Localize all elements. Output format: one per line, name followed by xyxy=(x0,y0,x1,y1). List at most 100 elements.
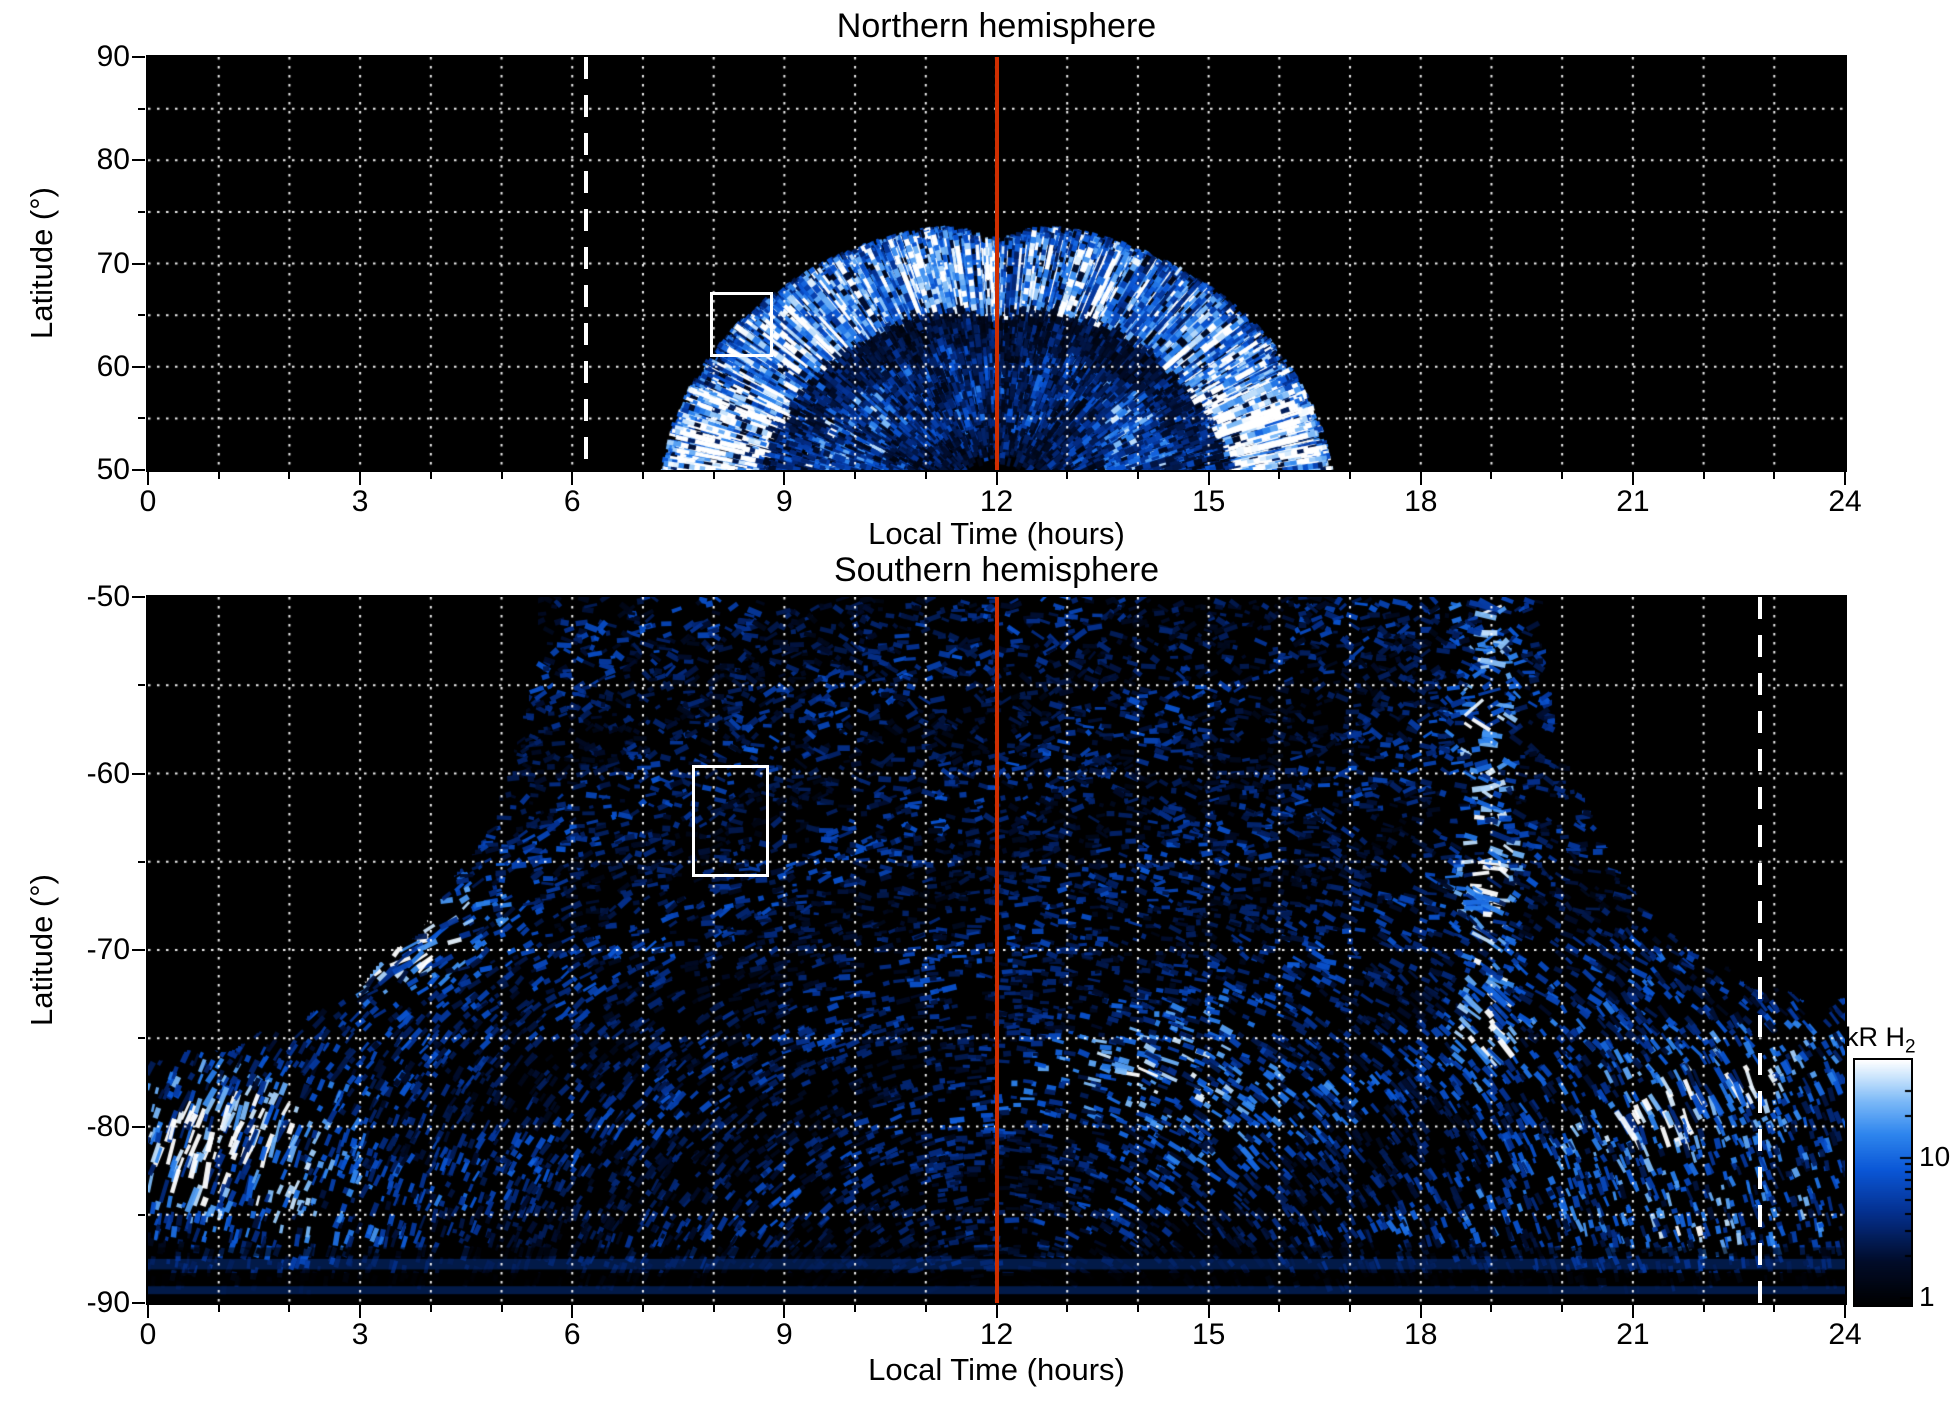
x-tick-mark xyxy=(1136,472,1139,479)
x-tick-label: 15 xyxy=(1191,1318,1226,1351)
x-tick-mark xyxy=(641,472,644,479)
x-tick-label: 12 xyxy=(979,485,1014,518)
y-tick-label: 60 xyxy=(96,349,130,383)
x-tick-mark xyxy=(217,1305,220,1312)
x-tick-label: 21 xyxy=(1616,1318,1650,1351)
y-tick-mark xyxy=(138,1213,145,1216)
colorbar-title-subscript: 2 xyxy=(1905,1036,1916,1058)
x-tick-mark xyxy=(1702,1305,1705,1312)
x-tick-mark xyxy=(1349,1305,1352,1312)
x-tick-mark xyxy=(1702,472,1705,479)
y-tick-mark xyxy=(132,469,145,471)
x-tick-mark xyxy=(1773,472,1776,479)
south-x-axis-title: Local Time (hours) xyxy=(868,1352,1125,1387)
x-tick-label: 18 xyxy=(1404,485,1438,518)
y-tick-mark xyxy=(132,1125,145,1128)
x-tick-mark xyxy=(1278,1305,1281,1312)
x-tick-mark xyxy=(147,1305,149,1318)
x-tick-mark xyxy=(1207,1305,1210,1318)
x-tick-mark xyxy=(217,472,220,479)
north-noon-meridian-line xyxy=(994,57,999,470)
y-tick-label: -90 xyxy=(86,1286,130,1319)
x-tick-mark xyxy=(571,1305,574,1318)
y-tick-mark xyxy=(132,596,145,598)
y-tick-mark xyxy=(138,1037,145,1040)
north-dashed-meridian-line xyxy=(584,57,589,470)
x-tick-mark xyxy=(1631,472,1634,485)
x-tick-mark xyxy=(995,472,998,485)
y-tick-label: 90 xyxy=(96,40,130,73)
x-tick-label: 18 xyxy=(1404,1318,1438,1351)
north-y-axis-title: Latitude (°) xyxy=(24,187,59,339)
y-tick-label: 80 xyxy=(96,143,130,177)
x-tick-mark xyxy=(854,1305,857,1312)
x-tick-mark xyxy=(1419,1305,1422,1318)
x-tick-mark xyxy=(1136,1305,1139,1312)
y-tick-label: 50 xyxy=(96,453,130,486)
x-tick-mark xyxy=(1066,1305,1069,1312)
x-tick-label: 12 xyxy=(979,1318,1014,1351)
y-tick-mark xyxy=(132,159,145,162)
north-selection-box xyxy=(710,292,773,358)
x-tick-label: 15 xyxy=(1191,485,1226,518)
colorbar-tick-label: 1 xyxy=(1919,1280,1935,1312)
x-tick-mark xyxy=(1561,472,1564,479)
south-dashed-meridian-line xyxy=(1758,597,1763,1303)
x-tick-mark xyxy=(1844,1305,1846,1318)
x-tick-mark xyxy=(1349,472,1352,479)
x-tick-mark xyxy=(500,472,503,479)
y-tick-mark xyxy=(138,107,145,110)
x-tick-label: 24 xyxy=(1828,485,1862,518)
x-tick-mark xyxy=(429,1305,432,1312)
x-tick-mark xyxy=(783,1305,786,1318)
x-tick-mark xyxy=(429,472,432,479)
x-tick-label: 21 xyxy=(1616,485,1650,518)
x-tick-label: 24 xyxy=(1828,1318,1862,1351)
y-tick-mark xyxy=(138,210,145,213)
x-tick-label: 3 xyxy=(351,1318,369,1351)
x-tick-mark xyxy=(712,472,715,479)
x-tick-mark xyxy=(359,472,362,485)
south-noon-meridian-line xyxy=(994,597,999,1303)
x-tick-mark xyxy=(1066,472,1069,479)
x-tick-mark xyxy=(288,472,291,479)
x-tick-mark xyxy=(1419,472,1422,485)
y-tick-mark xyxy=(138,684,145,687)
x-tick-mark xyxy=(995,1305,998,1318)
y-tick-mark xyxy=(132,56,145,58)
x-tick-mark xyxy=(641,1305,644,1312)
x-tick-mark xyxy=(571,472,574,485)
x-tick-mark xyxy=(1278,472,1281,479)
x-tick-mark xyxy=(1773,1305,1776,1312)
south-panel-title: Southern hemisphere xyxy=(833,551,1160,589)
x-tick-label: 9 xyxy=(776,485,793,518)
y-tick-mark xyxy=(138,314,145,317)
y-tick-mark xyxy=(138,860,145,863)
x-tick-mark xyxy=(712,1305,715,1312)
y-tick-mark xyxy=(132,365,145,368)
y-tick-mark xyxy=(132,772,145,775)
south-y-axis-title: Latitude (°) xyxy=(24,874,59,1026)
x-tick-mark xyxy=(147,472,149,485)
x-tick-mark xyxy=(1490,472,1493,479)
y-tick-mark xyxy=(132,262,145,265)
south-plot xyxy=(146,595,1847,1305)
x-tick-label: 6 xyxy=(563,1318,581,1351)
x-tick-mark xyxy=(1207,472,1210,485)
x-tick-mark xyxy=(359,1305,362,1318)
x-tick-label: 0 xyxy=(139,1318,157,1351)
y-tick-mark xyxy=(132,949,145,951)
x-tick-mark xyxy=(1561,1305,1564,1312)
x-tick-mark xyxy=(924,1305,927,1312)
x-tick-label: 3 xyxy=(351,485,369,518)
colorbar-title-text: kR H xyxy=(1845,1022,1905,1052)
y-tick-label: -50 xyxy=(86,580,130,613)
y-tick-label: -80 xyxy=(86,1109,130,1143)
x-tick-mark xyxy=(1844,472,1846,485)
x-tick-mark xyxy=(854,472,857,479)
north-x-axis-title: Local Time (hours) xyxy=(868,516,1125,551)
y-tick-mark xyxy=(132,1302,145,1304)
north-plot xyxy=(146,55,1847,472)
colorbar xyxy=(1853,1058,1913,1307)
